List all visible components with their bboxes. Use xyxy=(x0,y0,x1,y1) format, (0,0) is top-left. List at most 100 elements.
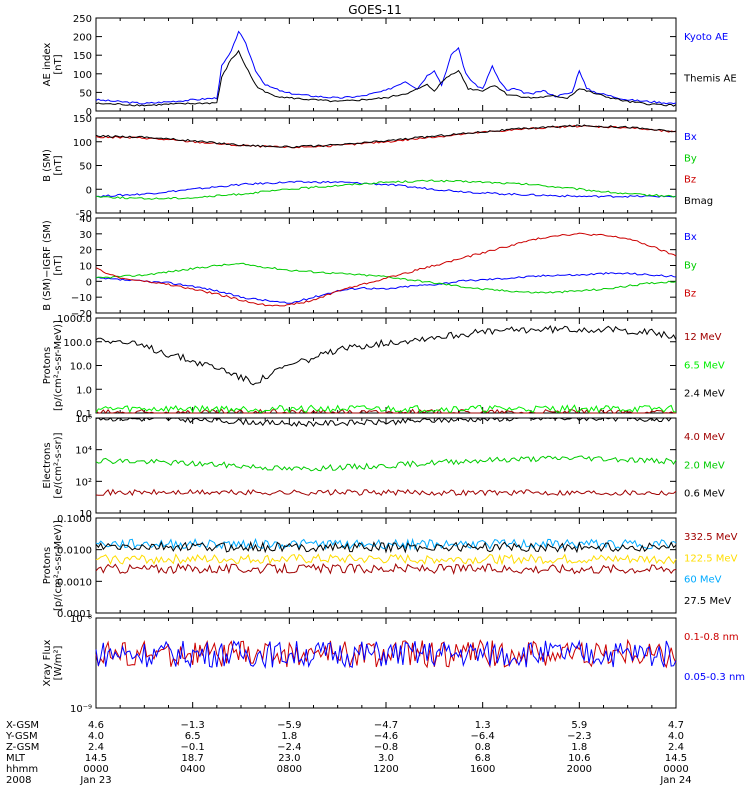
plot-title: GOES-11 xyxy=(348,3,402,17)
legend-entry: 0.1-0.8 nm xyxy=(684,632,739,643)
legend-entry: 122.5 MeV xyxy=(684,553,738,564)
ephemeris-value: 4.6 xyxy=(88,720,104,731)
y-axis-label: Electrons xyxy=(42,442,53,488)
series-line-0 xyxy=(95,30,677,105)
ephemeris-value: −4.7 xyxy=(374,720,398,731)
y-axis-label: [nT] xyxy=(53,155,64,175)
ephemeris-value: 6.5 xyxy=(185,731,201,742)
y-axis-label: Protons xyxy=(42,547,53,584)
series-line-3 xyxy=(95,124,677,149)
legend-entry: 27.5 MeV xyxy=(684,596,731,607)
y-tick-label: 10² xyxy=(75,477,92,488)
y-tick-label: −10 xyxy=(71,293,92,304)
y-tick-label: 0 xyxy=(86,185,92,196)
legend-entry: By xyxy=(684,153,697,164)
series-line-1 xyxy=(95,179,677,200)
series-line-0 xyxy=(95,562,677,576)
ephemeris-value: 3.0 xyxy=(378,753,394,764)
ephemeris-value: 23.0 xyxy=(278,753,300,764)
ephemeris-row-label: Y-GSM xyxy=(5,731,38,742)
ephemeris-value: 0800 xyxy=(277,764,302,775)
ephemeris-row-label: Z-GSM xyxy=(6,742,39,753)
y-tick-label: 200 xyxy=(73,33,92,44)
ephemeris-value: −1.3 xyxy=(181,720,205,731)
panel-1: -50 0 50 100 150 B (SM) [nT] Bx By Bz Bmag xyxy=(42,114,713,220)
ephemeris-value: −0.8 xyxy=(374,742,398,753)
ephemeris-value: 2.4 xyxy=(88,742,104,753)
panel-4: 10 10² 10⁴ 10⁶ Electrons [e/(cm²-s-sr)] 4.0 Me… xyxy=(42,414,725,520)
y-axis-label: [nT] xyxy=(53,255,64,275)
ephemeris-value: −4.6 xyxy=(374,731,398,742)
legend-entry: By xyxy=(684,260,697,271)
legend-entry: Bmag xyxy=(684,196,713,207)
ephemeris-value: 1.3 xyxy=(475,720,491,731)
series-line-1 xyxy=(95,553,677,566)
series-line-1 xyxy=(95,49,677,107)
ephemeris-value: 1.8 xyxy=(571,742,587,753)
y-tick-label: 0.0100 xyxy=(57,546,92,557)
legend-entry: 4.0 MeV xyxy=(684,432,725,443)
ephemeris-value: 14.5 xyxy=(665,753,687,764)
legend-entry: Bz xyxy=(684,175,696,186)
y-axis-label: [p/(cm²-s-sr-MeV)] xyxy=(53,320,64,411)
y-axis-label: [nT] xyxy=(53,54,64,74)
legend-entry: 0.6 MeV xyxy=(684,489,725,500)
legend-entry: 0.05-0.3 nm xyxy=(684,672,745,683)
ephemeris-value: 0400 xyxy=(180,764,205,775)
panel-2: −20 −10 0 10 20 30 40 B (SM)−IGRF (SM) [nT] Bx By B… xyxy=(42,214,697,320)
y-axis-label: B (SM) xyxy=(42,149,53,182)
panel-frame xyxy=(95,417,677,514)
y-tick-label: 0 xyxy=(86,107,92,118)
y-tick-label: 10⁶ xyxy=(75,414,92,425)
series-line-2 xyxy=(95,124,677,149)
ephemeris-value: Jan 23 xyxy=(79,775,111,786)
legend-entry: Bx xyxy=(684,232,697,243)
ephemeris-value: 2000 xyxy=(567,764,592,775)
series-line-1 xyxy=(95,262,677,294)
legend-entry: 332.5 MeV xyxy=(684,532,738,543)
y-tick-label: 250 xyxy=(73,14,92,25)
series-line-2 xyxy=(95,232,677,307)
y-axis-label: Protons xyxy=(42,347,53,384)
series-line-0 xyxy=(95,488,677,497)
ephemeris-value: 0000 xyxy=(83,764,108,775)
y-tick-label: -50 xyxy=(76,209,92,220)
ephemeris-value: Jan 24 xyxy=(659,775,691,786)
ephemeris-value: −2.4 xyxy=(277,742,301,753)
panel-frame xyxy=(95,17,677,112)
y-tick-label: 1000.0 xyxy=(57,314,92,325)
y-tick-label: −20 xyxy=(71,309,92,320)
ephemeris-value: −6.4 xyxy=(471,731,495,742)
legend-entry: 2.4 MeV xyxy=(684,389,725,400)
y-tick-label: 20 xyxy=(79,246,92,257)
panel-3: 0.1 1.0 10.0 100.0 1000.0 Protons [p/(cm²-s-sr… xyxy=(42,314,725,420)
ephemeris-value: 4.7 xyxy=(668,720,684,731)
series-line-1 xyxy=(95,404,677,414)
ephemeris-row-label: X-GSM xyxy=(6,720,39,731)
ephemeris-row-label: MLT xyxy=(6,753,26,764)
y-tick-label: 150 xyxy=(73,114,92,125)
y-tick-label: 100.0 xyxy=(63,338,92,349)
legend-entry: Kyoto AE xyxy=(684,32,728,43)
legend-entry: 2.0 MeV xyxy=(684,460,725,471)
y-tick-label: 0.0001 xyxy=(57,609,92,620)
y-axis-label: [p/(cm²-s-sr-MeV)] xyxy=(53,520,64,611)
y-tick-label: 30 xyxy=(79,230,92,241)
ephemeris-table: X-GSMY-GSMZ-GSMMLThhmm20084.64.02.414.50… xyxy=(5,720,692,786)
y-axis-label: AE index xyxy=(42,43,53,87)
ephemeris-value: 1.8 xyxy=(281,731,297,742)
legend-entry: 6.5 MeV xyxy=(684,360,725,371)
y-tick-label: 10⁴ xyxy=(75,446,92,457)
panel-6: 10⁻⁹ 10⁻⁸ Xray Flux [W/m²] 0.1-0.8 nm 0.05-0.… xyxy=(42,614,745,715)
ephemeris-value: 14.5 xyxy=(85,753,107,764)
panel-5: 0.0001 0.0010 0.0100 0.1000 Protons [p/(cm²-s… xyxy=(42,514,738,620)
y-tick-label: 1.0 xyxy=(76,385,92,396)
y-tick-label: 10 xyxy=(79,262,92,273)
y-axis-label: [e/(cm²-s-sr)] xyxy=(53,432,64,498)
ephemeris-value: 5.9 xyxy=(571,720,587,731)
series-line-1 xyxy=(95,455,677,472)
ephemeris-value: 1200 xyxy=(373,764,398,775)
series-line-3 xyxy=(95,540,677,554)
